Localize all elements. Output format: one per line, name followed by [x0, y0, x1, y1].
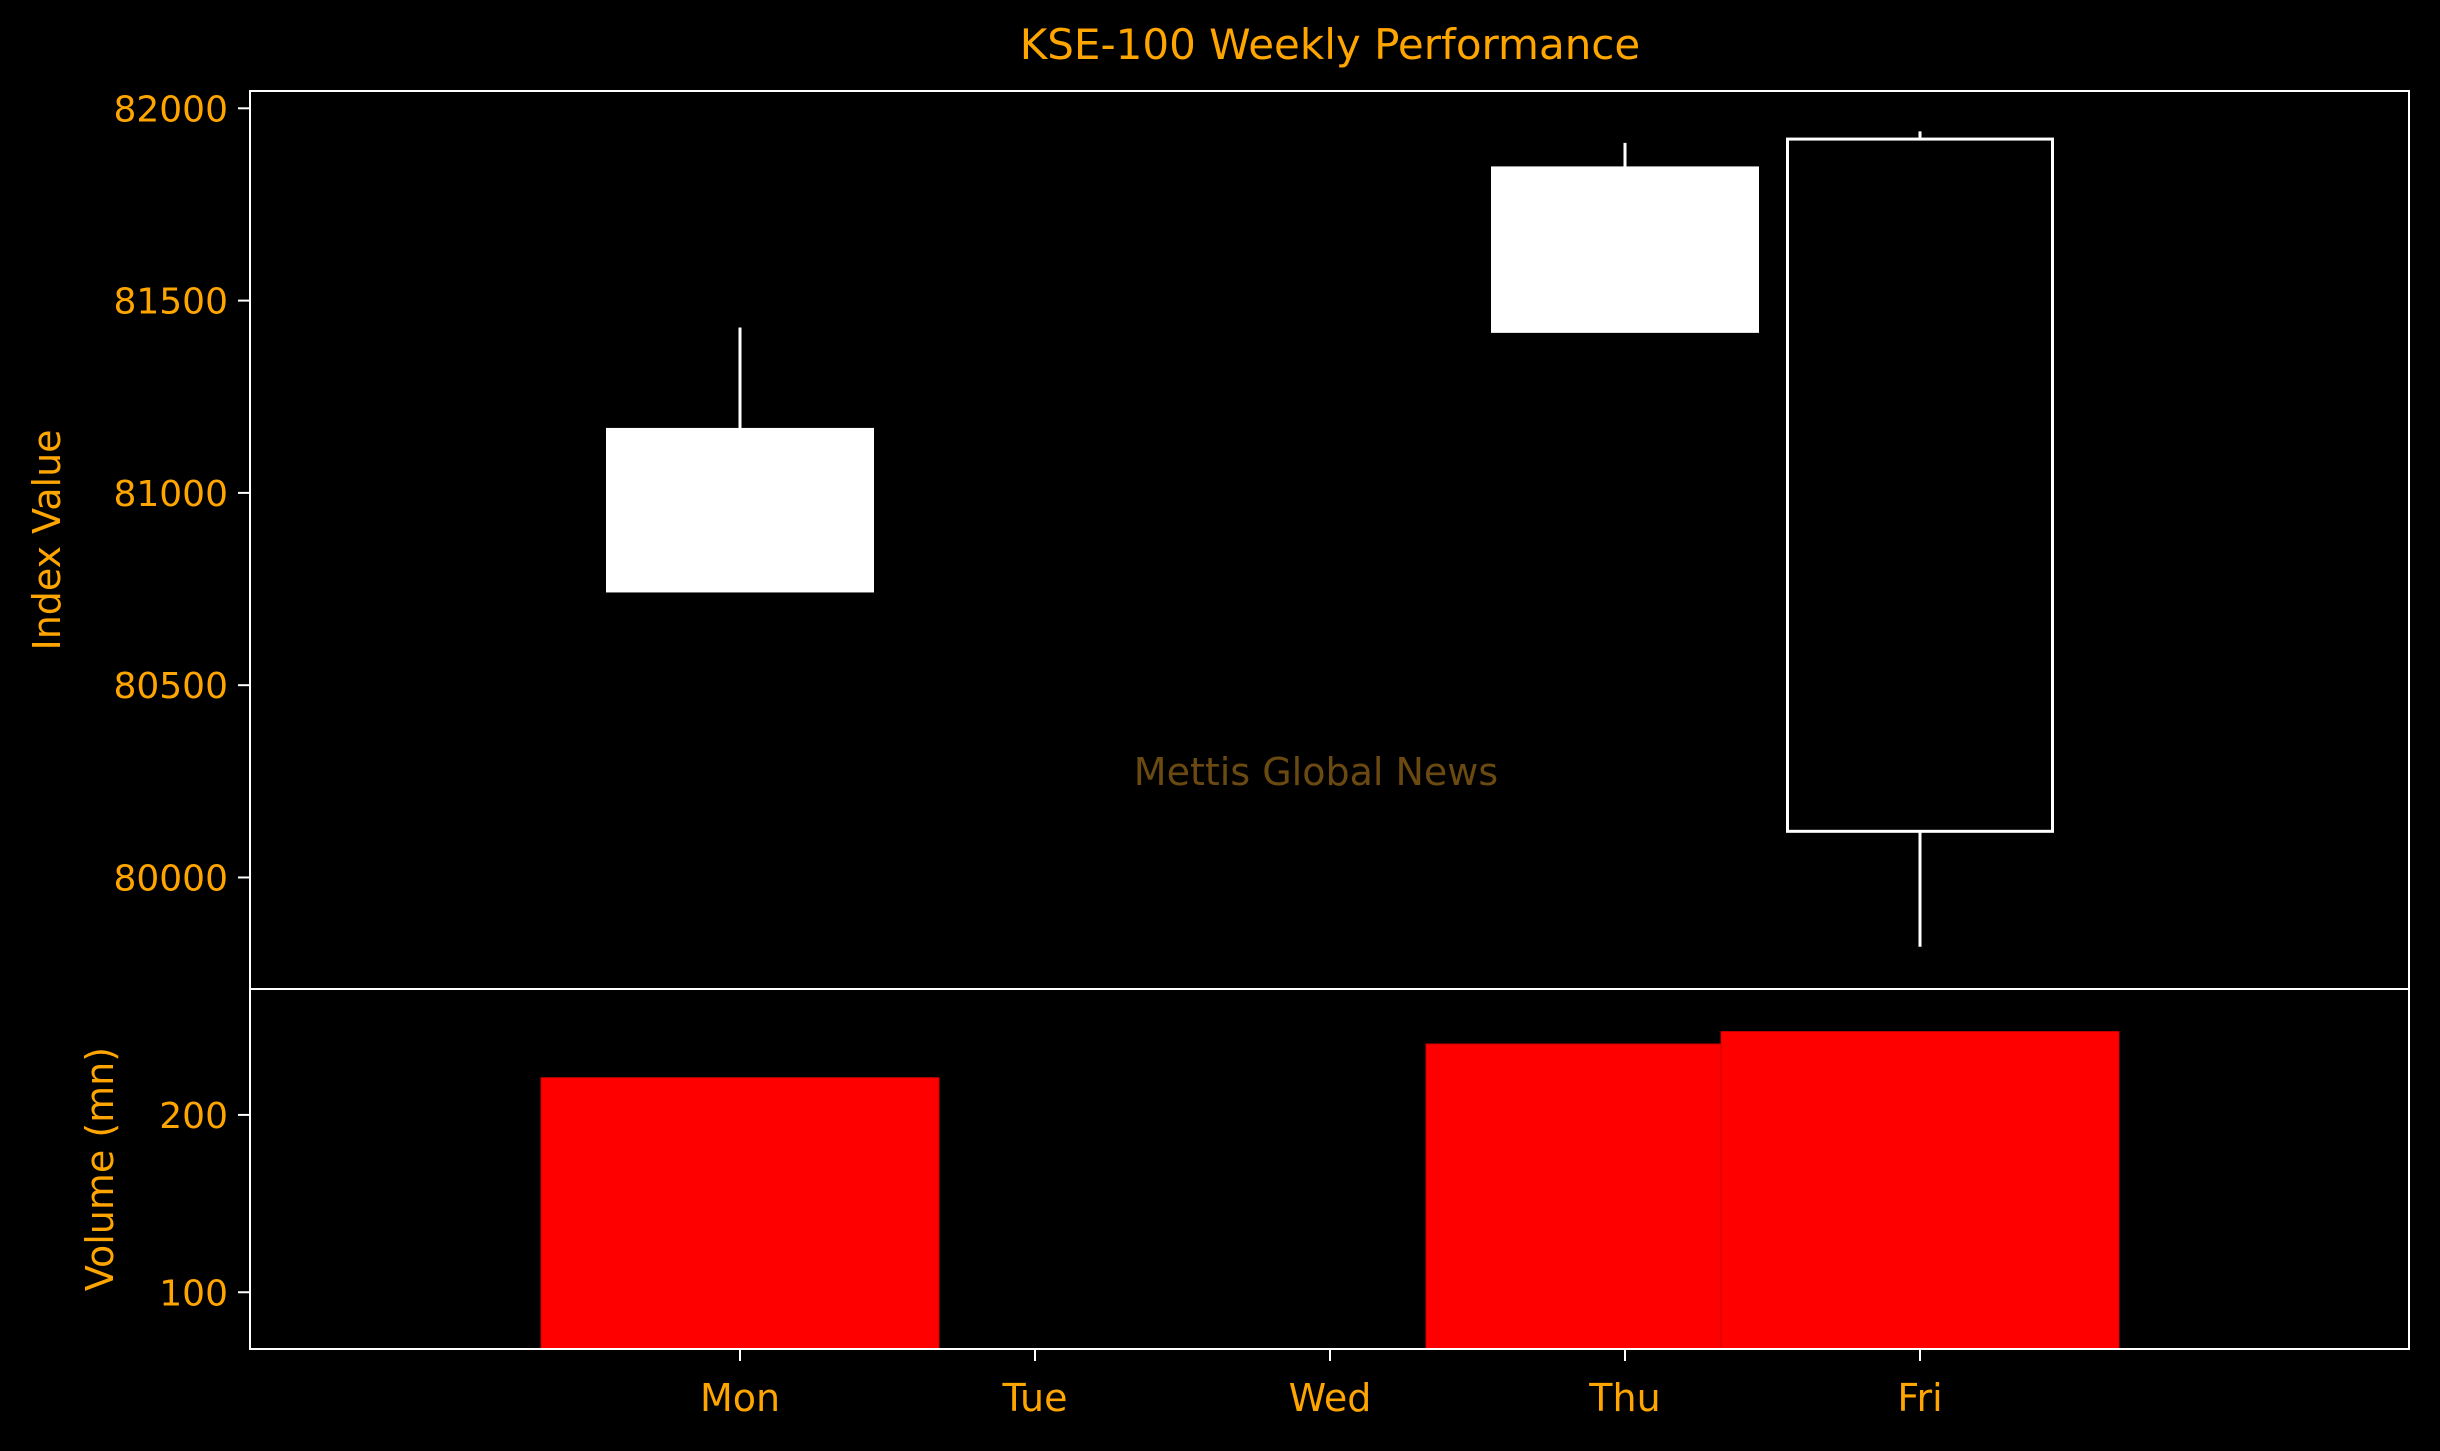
x-tick-label: Wed — [1289, 1376, 1372, 1420]
price-tick-label: 81000 — [113, 474, 228, 515]
volume-y-axis: 100 200 — [159, 1096, 250, 1314]
x-tick-label: Mon — [700, 1376, 780, 1420]
candle-body-mon — [606, 427, 874, 593]
watermark: Mettis Global News — [1134, 750, 1498, 794]
chart-title: KSE-100 Weekly Performance — [1020, 20, 1641, 69]
price-tick-label: 81500 — [113, 282, 228, 323]
x-tick-label: Fri — [1897, 1376, 1942, 1420]
volume-tick-label: 100 — [159, 1273, 228, 1314]
volume-tick-label: 200 — [159, 1096, 228, 1137]
price-y-axis-label: Index Value — [25, 429, 69, 650]
volume-y-axis-label: Volume (mn) — [78, 1047, 122, 1291]
price-tick-label: 80000 — [113, 858, 228, 899]
price-tick-label: 82000 — [113, 89, 228, 130]
candle-body-thu — [1491, 166, 1759, 333]
volume-panel — [540, 1031, 2120, 1350]
price-panel — [606, 131, 2054, 947]
volume-bar-mon — [540, 1077, 940, 1350]
candle-body-fri — [1786, 137, 2054, 833]
price-y-axis: 80000 80500 81000 81500 82000 — [113, 89, 250, 899]
x-axis: Mon Tue Wed Thu Fri — [700, 1349, 1943, 1420]
x-tick-label: Thu — [1588, 1376, 1660, 1420]
price-tick-label: 80500 — [113, 666, 228, 707]
volume-bar-fri — [1720, 1031, 2120, 1350]
x-tick-label: Tue — [1002, 1376, 1068, 1420]
